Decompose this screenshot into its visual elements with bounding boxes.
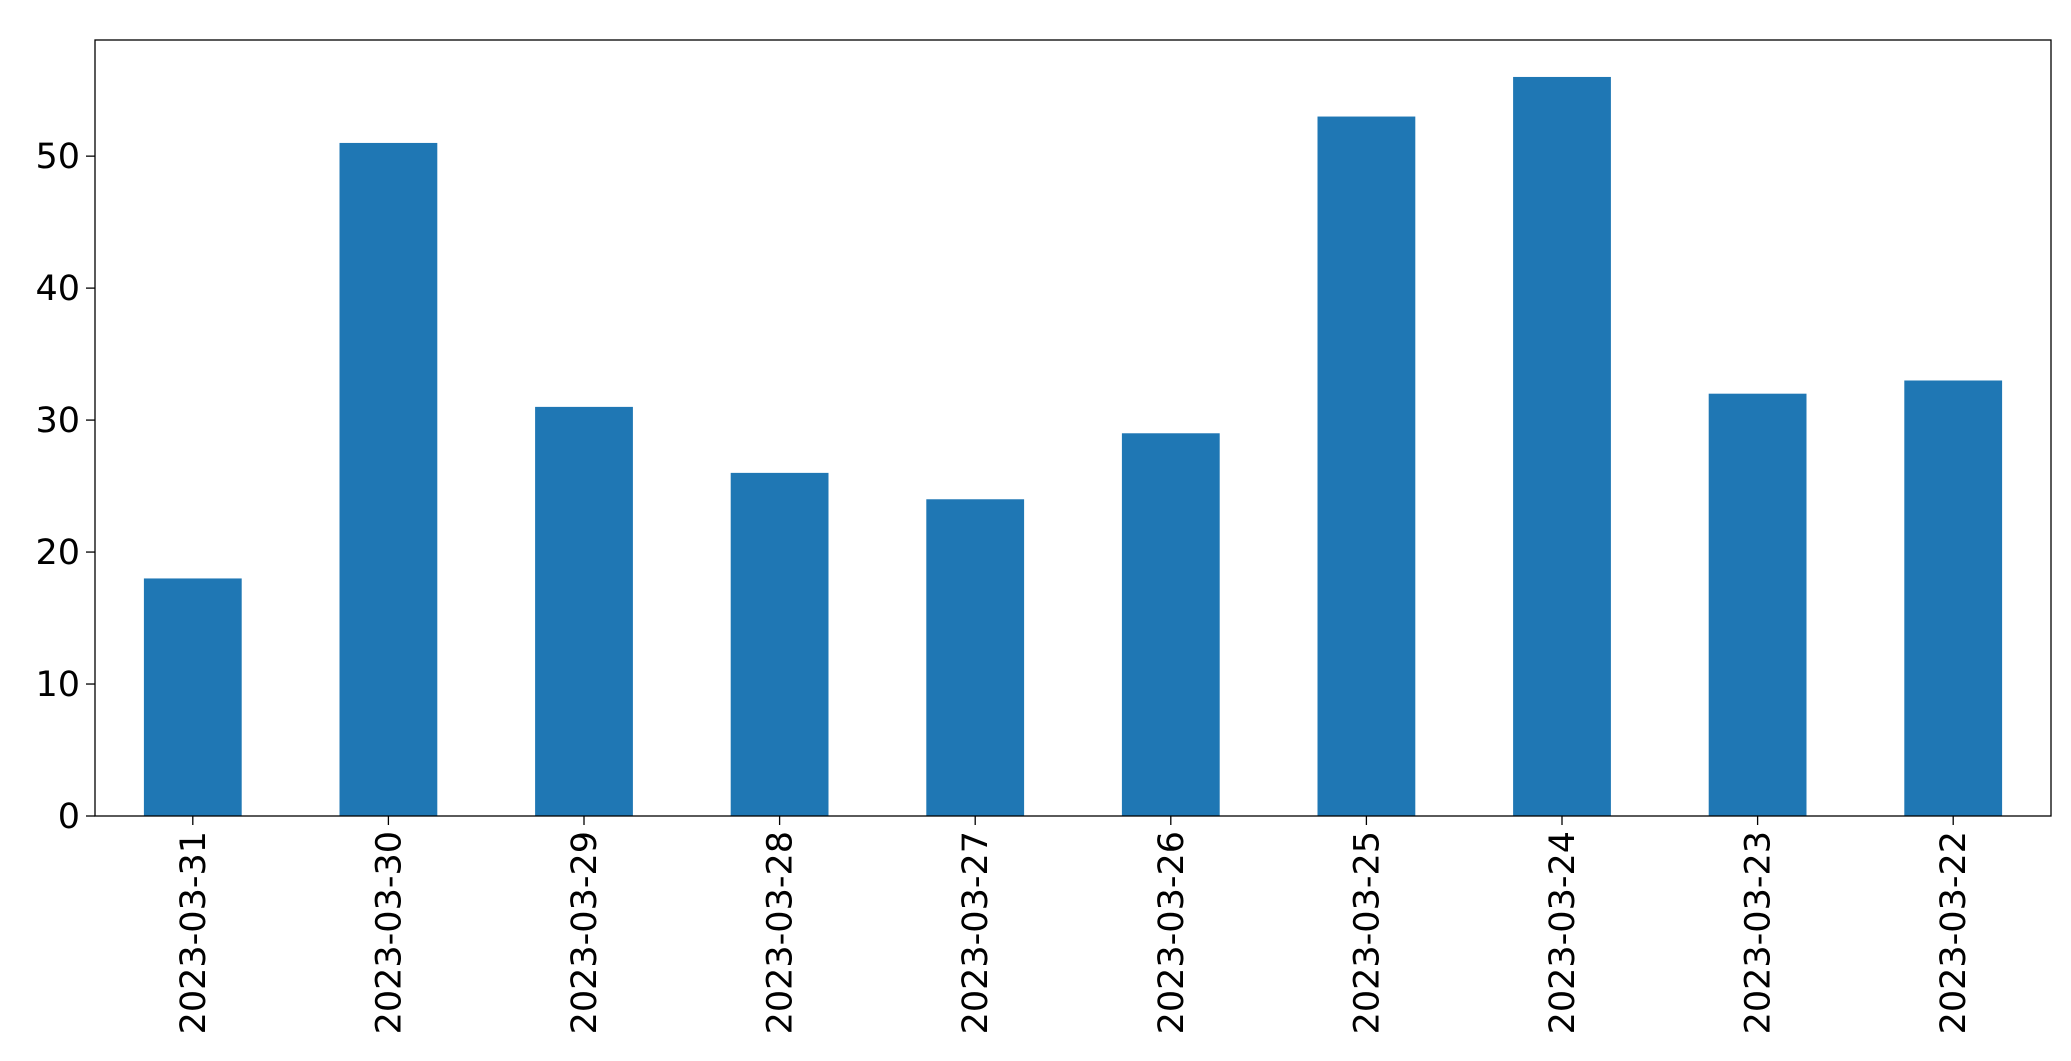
x-tick-label: 2023-03-28 — [761, 831, 801, 1034]
bar — [730, 472, 829, 816]
bar — [1513, 76, 1611, 816]
x-tick-label: 2023-03-24 — [1543, 831, 1583, 1034]
x-tick-label: 2023-03-29 — [565, 831, 605, 1034]
bar — [926, 499, 1025, 816]
y-tick-label: 20 — [35, 533, 80, 573]
y-tick-label: 50 — [35, 137, 80, 177]
x-tick-label: 2023-03-27 — [956, 831, 996, 1034]
bar — [1317, 116, 1416, 817]
bar — [339, 142, 438, 816]
bar — [1121, 433, 1220, 816]
x-tick-label: 2023-03-22 — [1934, 831, 1974, 1034]
x-tick-label: 2023-03-31 — [174, 831, 214, 1034]
bar — [1708, 393, 1807, 816]
x-tick-label: 2023-03-30 — [369, 831, 409, 1034]
y-tick-label: 0 — [58, 797, 80, 837]
bar — [535, 406, 633, 816]
bar — [1904, 380, 2003, 816]
plot-frame — [94, 39, 2052, 817]
x-tick-label: 2023-03-25 — [1347, 831, 1387, 1034]
x-tick-label: 2023-03-26 — [1152, 831, 1192, 1034]
bar — [143, 578, 242, 816]
y-tick-label: 10 — [35, 665, 80, 705]
y-tick-label: 30 — [35, 401, 80, 441]
x-tick-label: 2023-03-23 — [1739, 831, 1779, 1034]
y-tick-label: 40 — [35, 269, 80, 309]
